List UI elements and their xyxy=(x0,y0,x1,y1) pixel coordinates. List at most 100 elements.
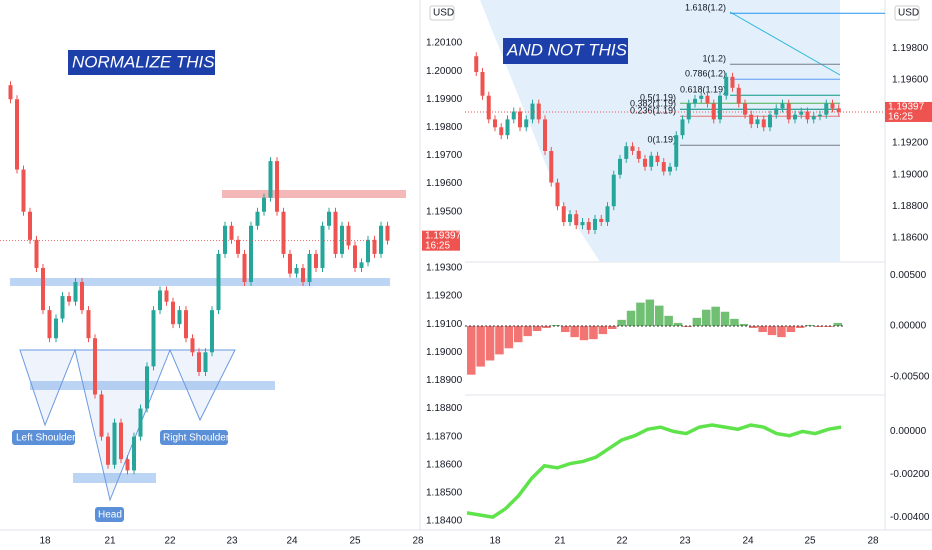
candle xyxy=(333,211,338,254)
candle xyxy=(699,95,704,99)
candle xyxy=(171,301,175,325)
candle xyxy=(724,76,729,96)
x-tick-label: 18 xyxy=(489,536,501,547)
candle xyxy=(761,119,766,128)
candle xyxy=(229,225,234,240)
candle xyxy=(774,108,779,115)
candle xyxy=(99,394,104,437)
y-tick-label: 1.19700 xyxy=(426,150,463,161)
candle xyxy=(811,116,816,120)
candle xyxy=(780,103,785,109)
histogram-bar xyxy=(561,325,570,333)
candle xyxy=(805,111,810,120)
price-tag-time: 16:25 xyxy=(888,112,913,123)
candle xyxy=(593,218,597,230)
pattern-label: Left Shoulder xyxy=(16,433,76,444)
candle xyxy=(549,150,554,183)
histogram-bar xyxy=(476,325,485,367)
candle xyxy=(8,85,13,100)
histogram-bar xyxy=(692,317,702,326)
currency-box xyxy=(894,5,920,21)
candle xyxy=(314,253,318,268)
candle xyxy=(54,318,58,339)
candle xyxy=(236,239,240,254)
y-tick-label: 1.19200 xyxy=(892,138,929,149)
currency-box xyxy=(429,5,455,21)
histogram-bar xyxy=(589,325,598,340)
histogram-bar xyxy=(824,325,833,327)
histogram-bar xyxy=(702,309,711,326)
histogram-bar xyxy=(467,325,476,375)
support-zone xyxy=(73,473,156,483)
y-tick-label: 1.18500 xyxy=(426,488,463,499)
candle xyxy=(125,459,130,471)
candle xyxy=(574,214,579,226)
candle xyxy=(151,310,156,367)
candle xyxy=(474,56,479,73)
histogram-bar xyxy=(598,325,608,335)
histogram-bar xyxy=(504,325,514,349)
histogram-bar xyxy=(495,325,504,355)
candle xyxy=(518,111,522,128)
candle xyxy=(580,222,585,226)
candle xyxy=(353,245,357,268)
candle xyxy=(786,103,791,120)
y-tick-label: 1.19600 xyxy=(426,178,463,189)
histogram-bar xyxy=(711,306,720,326)
candle xyxy=(830,103,835,109)
y-tick-label: 1.19200 xyxy=(426,291,463,302)
x-tick-label: 28 xyxy=(412,536,424,547)
candle xyxy=(636,150,641,159)
x-tick-label: 23 xyxy=(226,536,238,547)
label-box xyxy=(160,430,228,445)
candle xyxy=(249,225,253,283)
y-tick-label: 1.19000 xyxy=(892,169,929,180)
y-tick-label: -0.00400 xyxy=(890,512,930,523)
candle xyxy=(768,114,772,128)
y-tick-label: 1.19300 xyxy=(426,263,463,274)
x-tick-label: 18 xyxy=(39,536,51,547)
candle xyxy=(836,108,841,112)
histogram-bar xyxy=(758,325,767,333)
banner: NORMALIZE THIS xyxy=(72,52,215,71)
candle xyxy=(618,158,622,175)
candle xyxy=(605,206,610,223)
banner-box xyxy=(68,50,215,75)
candle xyxy=(643,158,647,167)
candle xyxy=(190,338,195,353)
histogram-bar xyxy=(514,325,523,343)
candle xyxy=(530,103,535,120)
y-tick-label: -0.00200 xyxy=(890,469,930,480)
candle xyxy=(67,296,71,302)
candle xyxy=(661,162,666,172)
candle xyxy=(320,225,325,268)
histogram-bar xyxy=(626,310,636,326)
candle xyxy=(112,422,117,465)
fib-label: 0.786(1.2) xyxy=(685,69,726,79)
candle xyxy=(730,76,735,88)
candle xyxy=(824,103,829,115)
y-tick-label: 1.20000 xyxy=(426,66,463,77)
price-tag-time: 16:25 xyxy=(425,240,450,251)
candle xyxy=(480,72,485,96)
y-tick-label: 1.19800 xyxy=(892,43,929,54)
histogram-bar xyxy=(608,325,617,330)
currency: USD xyxy=(898,8,919,19)
price-tag xyxy=(422,230,460,251)
currency: USD xyxy=(433,8,454,19)
candle xyxy=(86,310,91,339)
banner-box xyxy=(503,38,628,64)
fib-label: 0.382(1.19) xyxy=(630,99,676,109)
candle xyxy=(294,267,299,274)
y-tick-label: 1.18900 xyxy=(426,375,463,386)
candle xyxy=(505,119,510,136)
candle xyxy=(60,296,65,319)
candle xyxy=(555,182,560,207)
candle xyxy=(686,103,691,120)
candle xyxy=(586,222,591,230)
candle xyxy=(210,310,214,353)
y-tick-label: 1.19800 xyxy=(426,122,463,133)
candle xyxy=(755,119,760,125)
pattern-label: Right Shoulder xyxy=(163,433,230,444)
histogram-bar xyxy=(532,325,542,332)
